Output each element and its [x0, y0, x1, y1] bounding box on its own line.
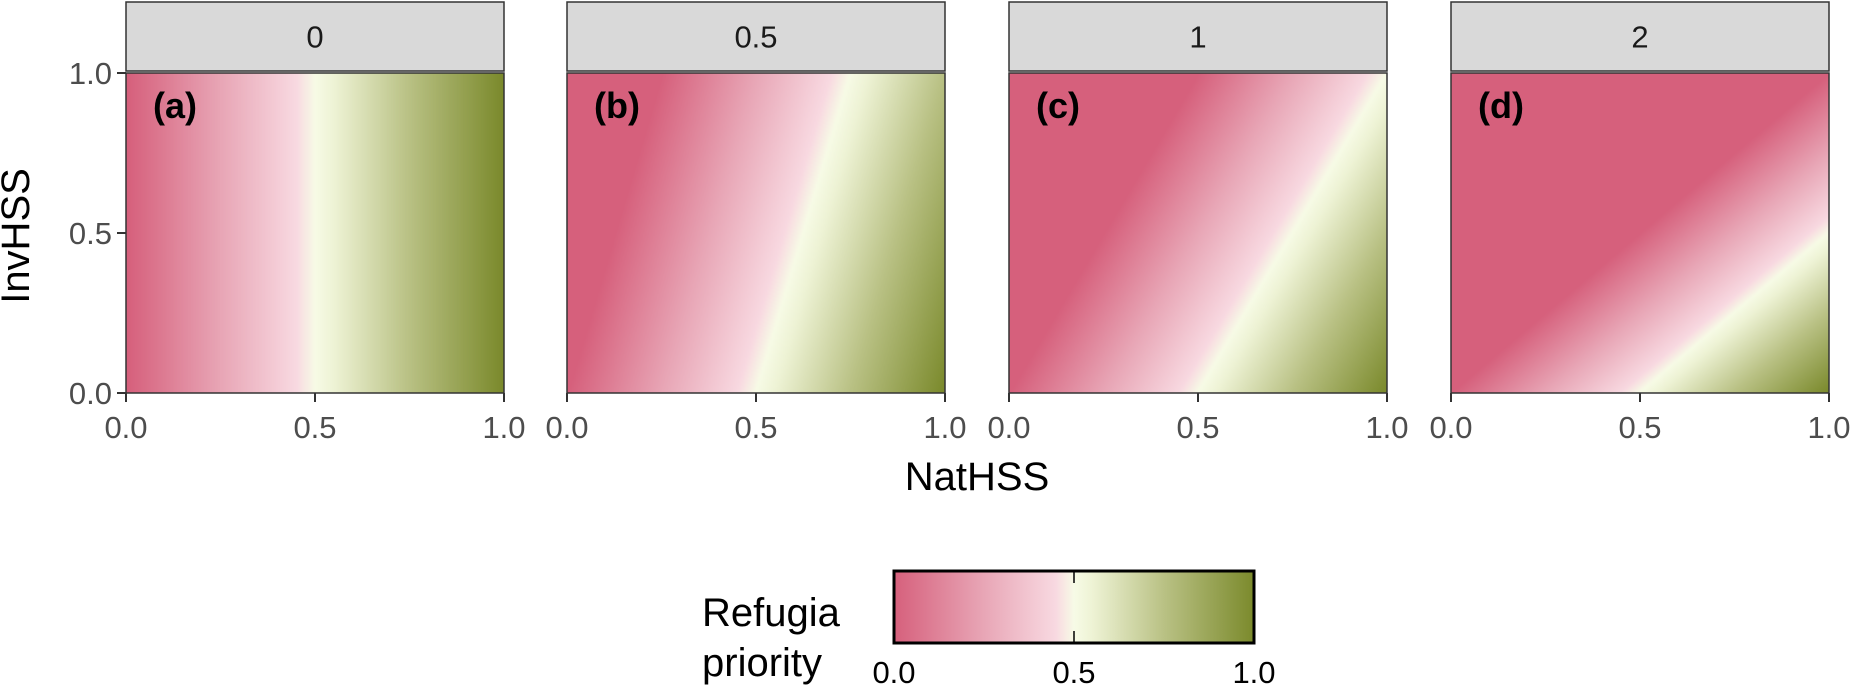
- y-tick-label: 0.0: [69, 376, 112, 411]
- x-tick-label: 0.5: [734, 410, 777, 445]
- facet-strip: [125, 1, 505, 72]
- panel-tag: (a): [153, 85, 197, 126]
- panel-tag: (d): [1478, 85, 1524, 126]
- facet-panel: 0.5 (b) 0.0 0.5 1.0: [545, 1, 967, 445]
- facet-strip: [1008, 1, 1388, 72]
- y-tick-label: 1.0: [69, 56, 112, 91]
- x-tick-label: 1.0: [1365, 410, 1408, 445]
- x-tick-label: 1.0: [923, 410, 966, 445]
- facet-panel: 1 (c) 0.0 0.5 1.0: [987, 1, 1409, 445]
- heatmap-raster: [126, 73, 504, 393]
- x-tick-label: 0.0: [987, 410, 1030, 445]
- heatmap-raster: [1451, 73, 1829, 393]
- heatmap-raster: [1009, 73, 1387, 393]
- facet-strip-label: 2: [1631, 20, 1648, 55]
- facet-strip-label: 1: [1189, 20, 1206, 55]
- legend: Refugia priority 0.0 0.5 1.0: [702, 569, 1276, 690]
- x-tick-label: 0.5: [293, 410, 336, 445]
- legend-title-line-1: Refugia: [702, 591, 841, 635]
- legend-tick-label: 1.0: [1232, 655, 1275, 690]
- y-tick-label: 0.5: [69, 216, 112, 251]
- x-tick-label: 1.0: [1807, 410, 1850, 445]
- legend-title-line-2: priority: [702, 641, 822, 685]
- legend-tick-label: 0.5: [1052, 655, 1095, 690]
- facet-panel: 0 (a) 0.0 0.5 1.0 0.0 0.5 1.0: [69, 1, 526, 445]
- x-tick-label: 0.5: [1176, 410, 1219, 445]
- legend-tick-label: 0.0: [872, 655, 915, 690]
- panel-tag: (b): [594, 85, 640, 126]
- heatmap-raster: [567, 73, 945, 393]
- facets-layer: 0 (a) 0.0 0.5 1.0 0.0 0.5 1.0 0.5 (b) 0.0 0.5 1.0 1 (c…: [69, 1, 1851, 445]
- facet-panel: 2 (d) 0.0 0.5 1.0: [1429, 1, 1851, 445]
- x-axis-title: NatHSS: [905, 455, 1050, 499]
- y-axis-title: InvHSS: [0, 168, 38, 304]
- facet-strip-label: 0: [306, 20, 323, 55]
- facet-strip: [566, 1, 946, 72]
- facet-strip-label: 0.5: [734, 20, 777, 55]
- x-tick-label: 0.0: [545, 410, 588, 445]
- panel-tag: (c): [1036, 85, 1080, 126]
- x-tick-label: 0.0: [1429, 410, 1472, 445]
- x-tick-label: 0.0: [104, 410, 147, 445]
- x-tick-label: 1.0: [482, 410, 525, 445]
- x-tick-label: 0.5: [1618, 410, 1661, 445]
- facet-strip: [1450, 1, 1830, 72]
